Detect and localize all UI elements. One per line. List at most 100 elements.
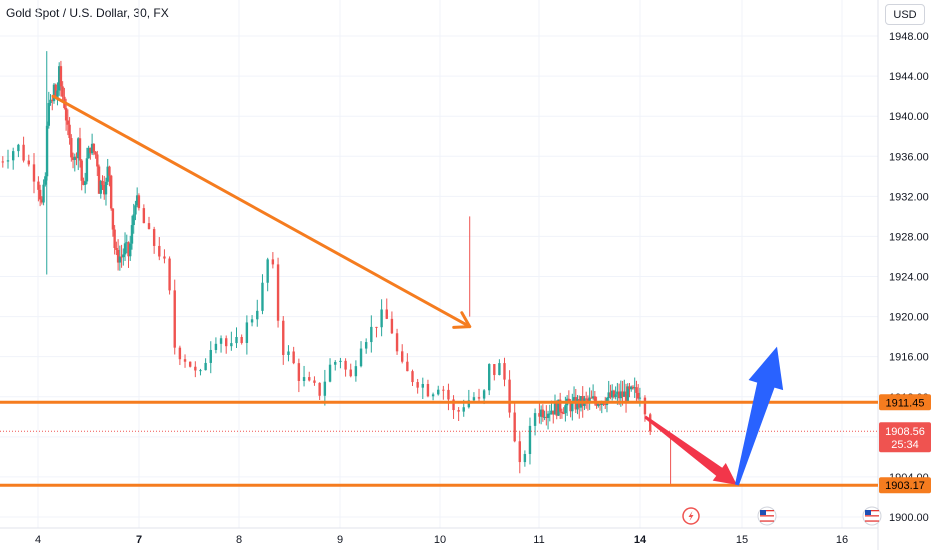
flag-stripe: [760, 515, 774, 517]
candle-body: [635, 387, 638, 393]
y-tick-label: 1932.00: [889, 191, 929, 203]
candle-body: [385, 309, 388, 319]
candle-body: [44, 176, 47, 185]
candle-body: [94, 151, 97, 155]
candle-body: [426, 384, 430, 397]
candle-body: [99, 180, 102, 194]
candle-body: [17, 144, 20, 152]
candle-body: [472, 397, 476, 401]
candle-body: [370, 326, 373, 343]
y-tick-label: 1928.00: [889, 231, 929, 243]
candle-body: [214, 343, 218, 350]
candle-body: [292, 351, 295, 364]
candle-body: [1, 161, 4, 163]
candle-body: [135, 195, 139, 206]
candle-body: [64, 107, 68, 121]
candle-body: [328, 364, 332, 382]
candle-body: [103, 185, 106, 195]
y-tick-label: 1916.00: [889, 352, 929, 364]
candle-body: [624, 391, 628, 401]
flag-stripe: [865, 520, 879, 522]
candle-body: [120, 256, 123, 258]
candle-body: [47, 103, 50, 126]
candle-body: [116, 249, 120, 263]
flag-stripe: [760, 520, 774, 522]
trend-line-arrowhead: [452, 311, 472, 329]
candle-body: [631, 386, 635, 389]
candle-body: [562, 413, 565, 415]
candle-body: [163, 256, 166, 259]
candle-body: [621, 391, 624, 397]
candle-body: [313, 380, 316, 383]
x-tick-label: 11: [533, 534, 544, 546]
flag-stripe: [760, 517, 774, 520]
level-price-tag: [879, 477, 931, 494]
candle-body: [54, 84, 57, 98]
candle-body: [147, 223, 151, 230]
candle-body: [390, 318, 394, 334]
candle-body: [609, 392, 612, 398]
y-tick-label: 1924.00: [889, 272, 929, 284]
forecast-up-arrow: [734, 346, 784, 486]
candle-body: [168, 258, 171, 291]
candle-body: [282, 320, 285, 355]
candle-body: [604, 404, 607, 406]
candle-body: [152, 229, 156, 246]
candle-body: [431, 394, 435, 397]
candle-body: [122, 254, 125, 258]
flag-canton: [760, 510, 766, 515]
candle-body: [541, 409, 545, 418]
candle-body: [354, 366, 358, 377]
candle-body: [11, 151, 15, 161]
candle-body: [636, 392, 640, 399]
candle-body: [97, 166, 101, 194]
candle-body: [173, 290, 176, 348]
candle-body: [111, 208, 115, 230]
candle-body: [92, 143, 96, 152]
candle-body: [571, 400, 574, 412]
candle-body: [142, 208, 146, 224]
candle-body: [457, 410, 460, 412]
candle-body: [85, 158, 89, 182]
candle-body: [498, 363, 501, 376]
candle-body: [442, 389, 445, 391]
candle-body: [129, 243, 132, 257]
flag-stripe: [760, 512, 774, 514]
candle-body: [125, 242, 128, 244]
candle-body: [545, 416, 548, 418]
y-tick-label: 1948.00: [889, 31, 929, 43]
candle-body: [37, 181, 40, 190]
candle-body: [591, 396, 595, 399]
candle-body: [598, 404, 602, 406]
candle-body: [607, 392, 610, 399]
candle-body: [546, 413, 550, 418]
candle-body: [158, 245, 161, 257]
candle-body: [593, 396, 597, 402]
candle-body: [113, 229, 116, 249]
candle-body: [359, 348, 363, 367]
level-price-label: 1911.45: [886, 397, 925, 409]
candle-body: [560, 411, 564, 414]
candle-body: [245, 322, 249, 343]
candle-body: [287, 351, 290, 355]
flag-stripe: [865, 512, 879, 514]
candle-body: [250, 319, 254, 323]
candle-body: [49, 99, 52, 104]
x-tick-label: 10: [434, 534, 446, 546]
candle-body: [597, 404, 600, 406]
candle-body: [477, 397, 481, 399]
candle-body: [421, 384, 424, 388]
candle-body: [364, 342, 368, 349]
x-tick-label: 8: [236, 534, 242, 546]
candle-body: [40, 199, 44, 203]
y-tick-label: 1936.00: [889, 151, 929, 163]
candle-body: [73, 156, 76, 160]
candle-body: [513, 412, 516, 442]
candle-body: [82, 180, 85, 185]
candle-body: [614, 394, 617, 398]
candle-body: [548, 413, 551, 415]
forecast-down-arrow: [644, 415, 737, 485]
currency-selector[interactable]: USD: [885, 4, 925, 25]
